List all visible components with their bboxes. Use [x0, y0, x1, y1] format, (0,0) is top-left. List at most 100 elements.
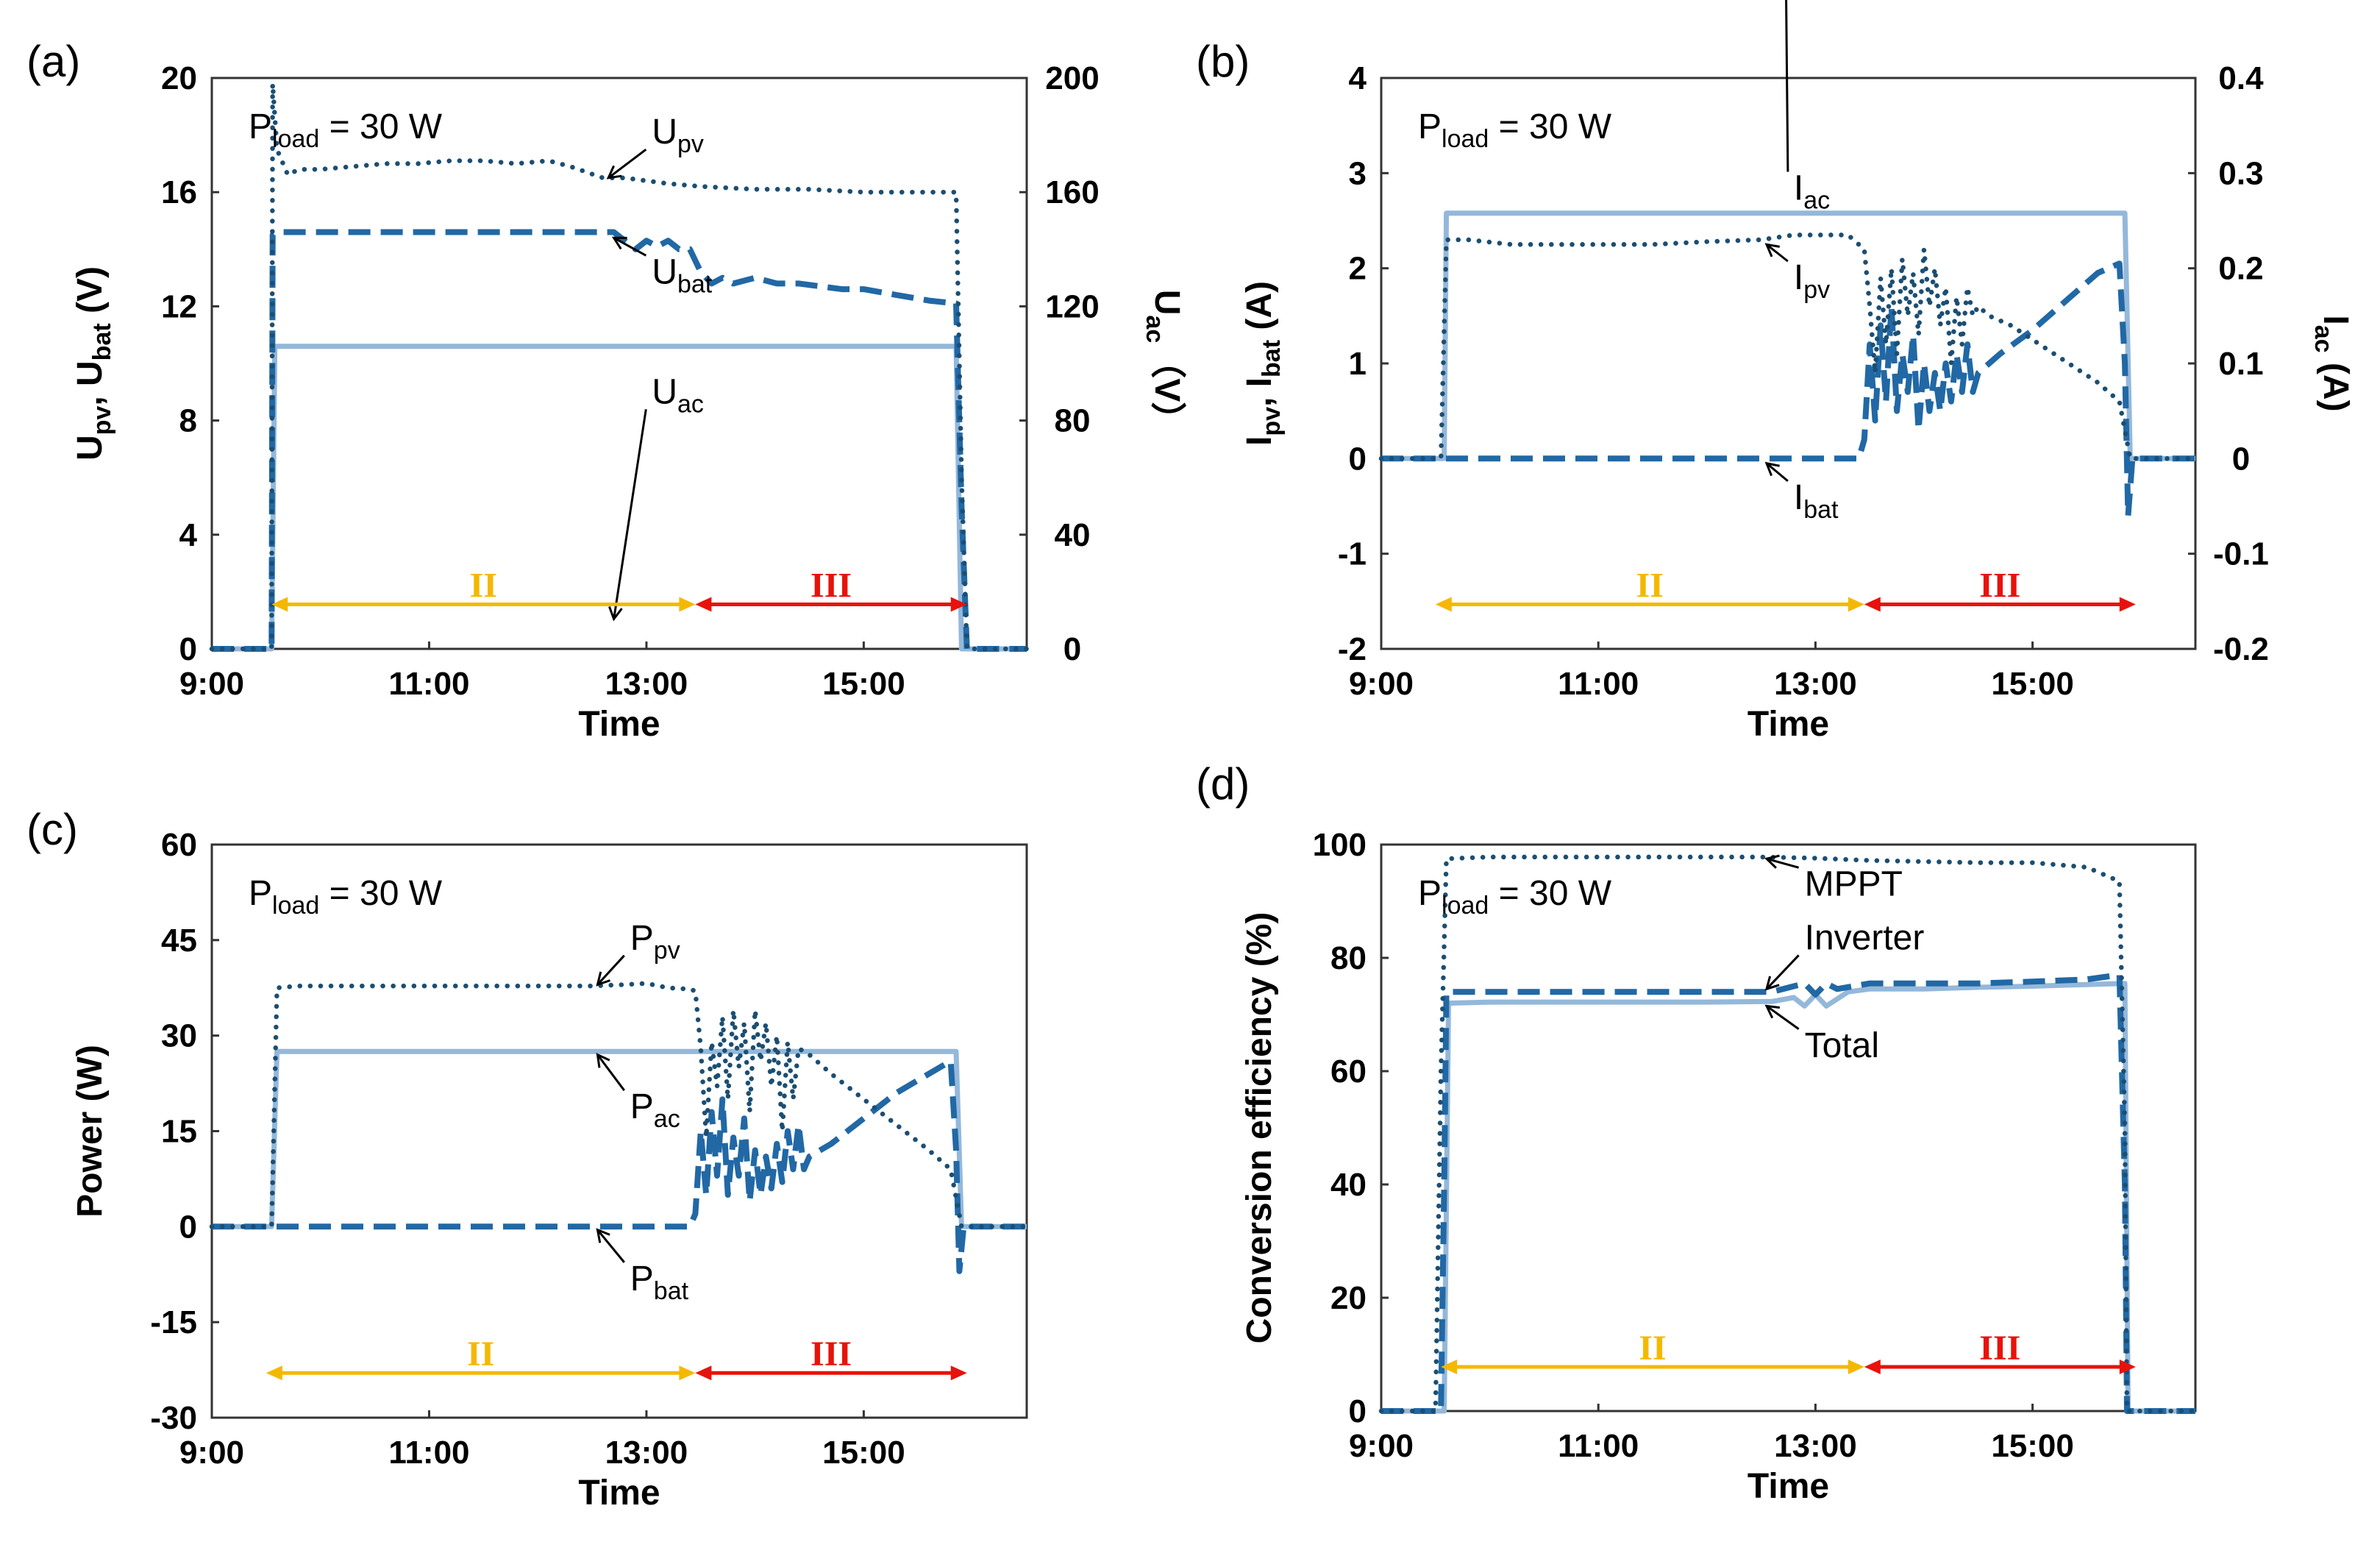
annotation-arrow: [613, 236, 647, 257]
region-arrowhead-right: [2119, 597, 2136, 612]
panel-label-c: (c): [26, 805, 78, 854]
series-line-u-pv: [209, 81, 1030, 652]
region-label-III: III: [810, 1335, 852, 1374]
series-line-u-bat: [212, 229, 1027, 652]
annotation-arrowhead: [606, 165, 622, 180]
series-label-mppt: MPPT: [1805, 864, 1903, 903]
series-label-i-ac: Iac: [1794, 169, 1830, 215]
annotation-arrowhead: [608, 606, 623, 622]
region-arrowhead-left: [1441, 1359, 1458, 1374]
x-tick-label: 9:00: [179, 666, 244, 702]
region-arrowhead-right: [950, 597, 967, 612]
region-arrowhead-left: [1864, 597, 1881, 612]
y-axis-title: Conversion efficiency (%): [1240, 912, 1279, 1344]
annotation-arrowhead: [596, 1228, 610, 1243]
region-arrowhead-left: [266, 1365, 282, 1381]
annotation-arrow: [596, 1054, 625, 1092]
series-label-inverter: Inverter: [1805, 918, 1925, 957]
series-label-p-ac: Pac: [630, 1087, 680, 1133]
y-tick-label: 80: [1330, 940, 1367, 976]
y-tick-label: 30: [161, 1018, 197, 1054]
y-tick-label: -30: [150, 1400, 197, 1436]
annotation-arrow: [596, 954, 625, 986]
x-axis-title: Time: [578, 705, 660, 744]
y-tick-label: 0: [1349, 441, 1367, 477]
region-label-III: III: [1979, 1329, 2020, 1368]
panel-label-b: (b): [1196, 37, 1250, 86]
region-arrowhead-right: [2119, 1359, 2136, 1374]
load-label: Pload = 30 W: [1418, 874, 1612, 920]
annotation-arrow: [1766, 857, 1800, 869]
y2-tick-label: -0.2: [2213, 631, 2269, 667]
y-tick-label: 20: [1330, 1280, 1367, 1316]
y2-tick-label: 120: [1045, 288, 1099, 324]
annotation-arrowhead: [596, 971, 610, 987]
x-axis-title: Time: [578, 1474, 660, 1513]
x-tick-label: 11:00: [1558, 1428, 1639, 1464]
annotation-arrowhead: [1764, 976, 1780, 991]
load-label: Pload = 30 W: [1418, 107, 1612, 153]
y-axis-title: Ipv, Ibat (A): [1240, 281, 1286, 446]
x-tick-label: 13:00: [605, 666, 688, 702]
y-axis-title: Power (W): [71, 1045, 110, 1218]
x-tick-label: 15:00: [822, 666, 905, 702]
y-tick-label: 0: [179, 1209, 197, 1245]
region-arrowhead-right: [679, 597, 696, 612]
load-label: Pload = 30 W: [249, 107, 443, 153]
plot-frame: [210, 843, 1028, 1419]
y-tick-label: 45: [161, 923, 197, 959]
region-arrowhead-left: [695, 1365, 712, 1381]
series-label-i-bat: Ibat: [1794, 478, 1839, 524]
series-label-u-ac: Uac: [652, 372, 704, 418]
series-line-p-bat: [212, 1058, 1027, 1274]
y2-tick-label: 40: [1055, 517, 1091, 553]
y-tick-label: 0: [1349, 1393, 1367, 1429]
y-tick-label: -15: [150, 1304, 197, 1340]
panel-label-d: (d): [1196, 759, 1250, 809]
y-tick-label: 60: [161, 827, 197, 863]
region-label-II: II: [1639, 1329, 1666, 1368]
y-axis-title: Upv, Ubat (V): [71, 266, 116, 461]
series-label-u-pv: Upv: [652, 113, 704, 158]
x-tick-label: 9:00: [1349, 1428, 1414, 1464]
series-label-i-pv: Ipv: [1794, 258, 1830, 304]
x-tick-label: 9:00: [179, 1435, 244, 1471]
y2-tick-label: 80: [1055, 403, 1091, 439]
region-arrowhead-right: [1848, 1359, 1864, 1374]
series-line-mppt: [1378, 854, 2198, 1414]
x-tick-label: 13:00: [1774, 1428, 1857, 1464]
region-arrowhead-right: [679, 1365, 696, 1381]
y-tick-label: 0: [179, 631, 197, 667]
series-label-u-bat: Ubat: [652, 252, 712, 298]
y-tick-label: 12: [161, 288, 197, 324]
y-tick-label: 15: [161, 1114, 197, 1150]
series-line-p-ac: [212, 1048, 1027, 1229]
y-tick-label: 4: [1349, 60, 1367, 96]
y2-tick-label: -0.1: [2213, 536, 2269, 572]
y2-tick-label: 200: [1045, 60, 1099, 96]
y-tick-label: 2: [1349, 251, 1367, 287]
x-tick-label: 11:00: [388, 1435, 469, 1471]
annotation-arrowhead: [611, 236, 627, 250]
x-tick-label: 9:00: [1349, 666, 1414, 702]
region-label-II: II: [470, 566, 497, 605]
annotation-arrow: [613, 409, 647, 619]
y2-axis-title: Uac（V）: [1141, 290, 1186, 438]
y-tick-label: 8: [179, 403, 197, 439]
x-tick-label: 13:00: [605, 1435, 688, 1471]
annotation-arrowhead: [596, 1053, 610, 1068]
y-tick-label: -2: [1338, 631, 1367, 667]
x-tick-label: 15:00: [1991, 1428, 2074, 1464]
series-label-p-pv: Ppv: [630, 919, 680, 964]
region-label-III: III: [810, 566, 852, 605]
y2-axis-title: Iac (A): [2309, 315, 2355, 411]
series-line-inverter: [1381, 972, 2195, 1414]
annotation-arrow: [1766, 462, 1789, 483]
region-arrowhead-left: [271, 597, 288, 612]
y2-tick-label: 0.4: [2218, 60, 2264, 96]
annotation-arrow: [1785, 0, 1789, 172]
y-tick-label: 3: [1349, 155, 1367, 191]
region-arrowhead-left: [1864, 1359, 1881, 1374]
x-tick-label: 15:00: [1991, 666, 2074, 702]
